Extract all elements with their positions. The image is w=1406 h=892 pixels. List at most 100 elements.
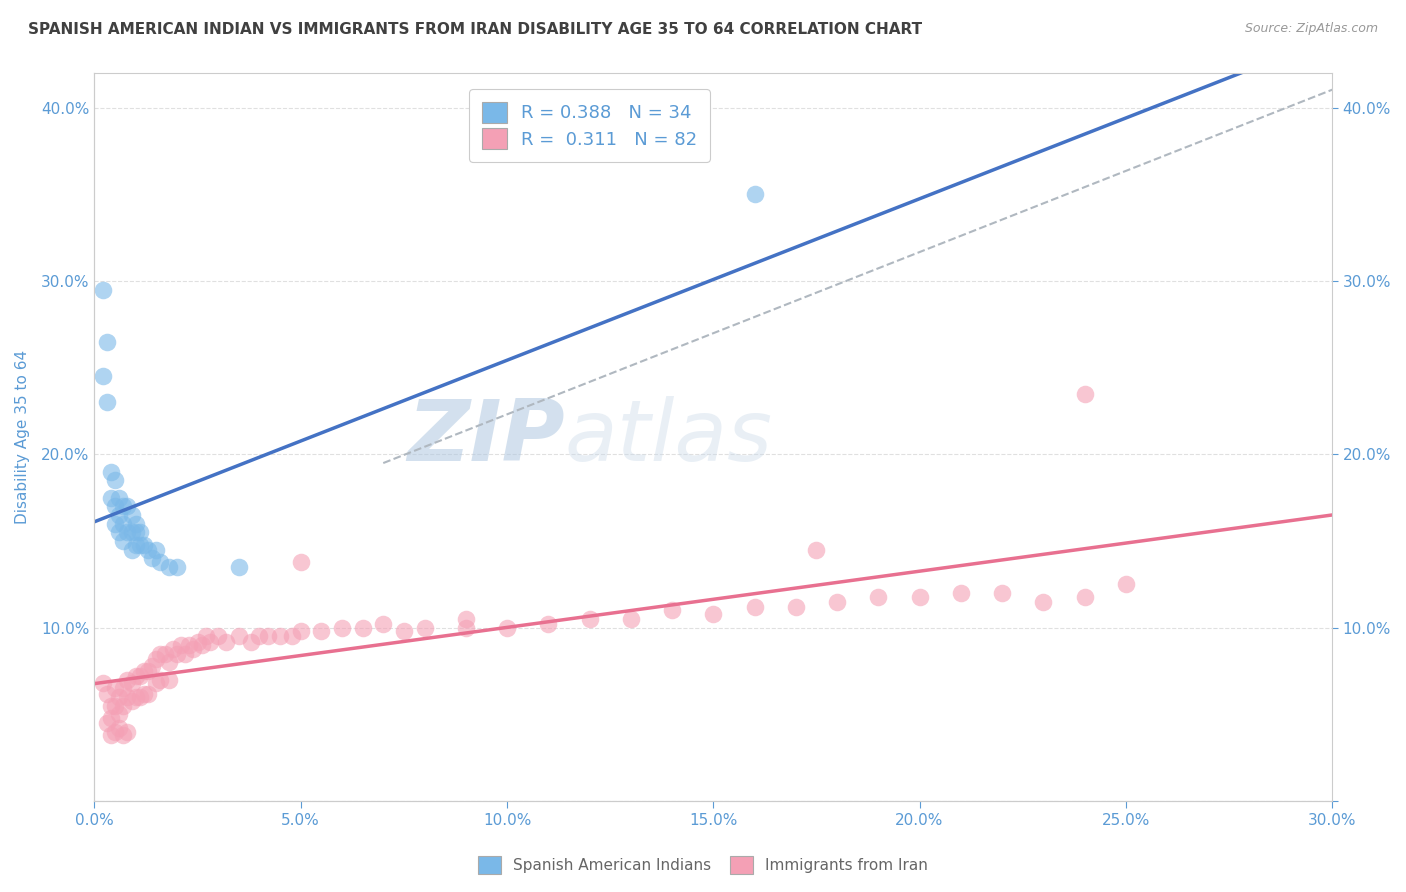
Point — [141, 659, 163, 673]
Point — [145, 676, 167, 690]
Point — [121, 676, 143, 690]
Point — [215, 634, 238, 648]
Point — [91, 283, 114, 297]
Point — [908, 590, 931, 604]
Point — [825, 595, 848, 609]
Point — [104, 698, 127, 713]
Text: SPANISH AMERICAN INDIAN VS IMMIGRANTS FROM IRAN DISABILITY AGE 35 TO 64 CORRELAT: SPANISH AMERICAN INDIAN VS IMMIGRANTS FR… — [28, 22, 922, 37]
Point — [179, 638, 201, 652]
Text: Source: ZipAtlas.com: Source: ZipAtlas.com — [1244, 22, 1378, 36]
Point — [128, 537, 150, 551]
Point — [112, 728, 135, 742]
Point — [100, 711, 122, 725]
Point — [121, 693, 143, 707]
Point — [153, 647, 176, 661]
Point — [183, 641, 205, 656]
Point — [256, 629, 278, 643]
Point — [112, 681, 135, 696]
Point — [108, 707, 131, 722]
Point — [125, 669, 148, 683]
Point — [330, 621, 353, 635]
Point — [744, 187, 766, 202]
Point — [1032, 595, 1054, 609]
Point — [125, 690, 148, 705]
Point — [198, 634, 221, 648]
Point — [949, 586, 972, 600]
Point — [454, 621, 477, 635]
Point — [128, 690, 150, 705]
Point — [269, 629, 291, 643]
Point — [744, 599, 766, 614]
Point — [240, 634, 263, 648]
Point — [117, 673, 139, 687]
Point — [100, 728, 122, 742]
Point — [228, 560, 250, 574]
Point — [96, 334, 118, 349]
Text: ZIP: ZIP — [408, 395, 565, 478]
Point — [311, 624, 333, 639]
Point — [785, 599, 807, 614]
Point — [108, 722, 131, 736]
Point — [496, 621, 519, 635]
Point — [112, 516, 135, 531]
Point — [991, 586, 1014, 600]
Point — [100, 698, 122, 713]
Point — [249, 629, 271, 643]
Point — [112, 698, 135, 713]
Point — [413, 621, 436, 635]
Point — [166, 647, 188, 661]
Point — [132, 664, 155, 678]
Point — [157, 673, 180, 687]
Point — [228, 629, 250, 643]
Legend: R = 0.388   N = 34, R =  0.311   N = 82: R = 0.388 N = 34, R = 0.311 N = 82 — [470, 89, 710, 161]
Point — [290, 624, 312, 639]
Point — [620, 612, 643, 626]
Point — [117, 724, 139, 739]
Point — [132, 687, 155, 701]
Point — [108, 690, 131, 705]
Point — [125, 516, 148, 531]
Point — [136, 687, 159, 701]
Point — [136, 664, 159, 678]
Point — [1073, 386, 1095, 401]
Point — [96, 395, 118, 409]
Point — [96, 687, 118, 701]
Point — [868, 590, 890, 604]
Point — [352, 621, 374, 635]
Point — [661, 603, 683, 617]
Point — [125, 537, 148, 551]
Point — [162, 641, 184, 656]
Point — [125, 525, 148, 540]
Point — [145, 652, 167, 666]
Point — [100, 465, 122, 479]
Point — [100, 491, 122, 505]
Point — [290, 555, 312, 569]
Point — [121, 525, 143, 540]
Point — [108, 508, 131, 522]
Point — [121, 542, 143, 557]
Point — [194, 629, 217, 643]
Point — [104, 474, 127, 488]
Point — [207, 629, 229, 643]
Point — [108, 525, 131, 540]
Point — [578, 612, 600, 626]
Point — [145, 542, 167, 557]
Point — [170, 638, 193, 652]
Point — [392, 624, 415, 639]
Point — [112, 500, 135, 514]
Point — [112, 534, 135, 549]
Point — [128, 525, 150, 540]
Point — [702, 607, 724, 621]
Point — [157, 656, 180, 670]
Point — [136, 542, 159, 557]
Point — [190, 638, 212, 652]
Point — [104, 500, 127, 514]
Point — [104, 724, 127, 739]
Point — [454, 612, 477, 626]
Point — [149, 555, 172, 569]
Point — [121, 508, 143, 522]
Point — [132, 537, 155, 551]
Point — [174, 647, 197, 661]
Point — [1115, 577, 1137, 591]
Point — [104, 516, 127, 531]
